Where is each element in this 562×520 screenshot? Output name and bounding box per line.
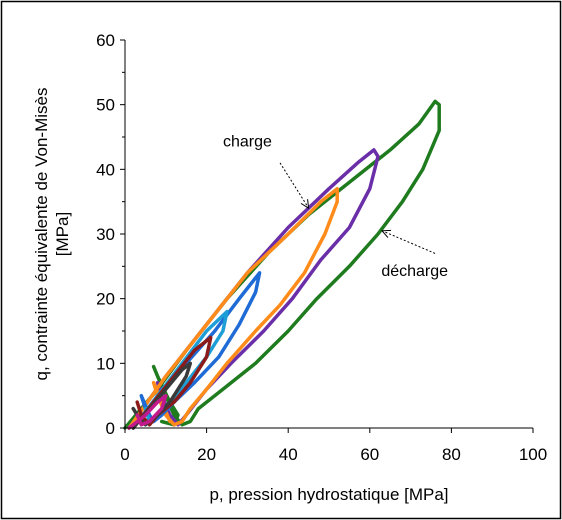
x-tick-label: 20	[197, 445, 216, 464]
x-tick-label: 40	[279, 445, 298, 464]
y-tick-label: 50	[96, 96, 115, 115]
series-line-6	[131, 361, 193, 430]
y-axis-title-line-2: [MPa]	[53, 212, 72, 256]
annotation-arrow-1	[381, 230, 436, 254]
y-tick-label: 40	[96, 160, 115, 179]
y-tick-label: 20	[96, 290, 115, 309]
y-tick-label: 0	[106, 419, 115, 438]
y-tick-label: 60	[96, 31, 115, 50]
series-line-7	[127, 393, 168, 430]
x-tick-label: 60	[360, 445, 379, 464]
annotation-layer: charge décharge	[223, 134, 448, 280]
annotation-arrow-0	[279, 162, 310, 209]
ticks-layer: 0 10 20 30 40 50 60 0 20 40 60 80 100	[96, 31, 547, 464]
y-tick-label: 30	[96, 225, 115, 244]
annotation-arrowhead-0	[300, 199, 310, 210]
x-tick-label: 80	[442, 445, 461, 464]
x-tick-label: 0	[120, 445, 129, 464]
annotation-label-1: décharge	[381, 263, 448, 280]
annotation-label-0: charge	[223, 134, 272, 151]
x-axis-title: p, pression hydrostatique [MPa]	[209, 485, 448, 504]
annotation-arrowhead-1	[380, 229, 392, 238]
x-tick-label: 100	[519, 445, 547, 464]
data-layer	[123, 99, 441, 430]
y-axis-title-line-1: q, contrainte équivalente de Von-Misès	[32, 88, 51, 381]
y-tick-label: 10	[96, 354, 115, 373]
